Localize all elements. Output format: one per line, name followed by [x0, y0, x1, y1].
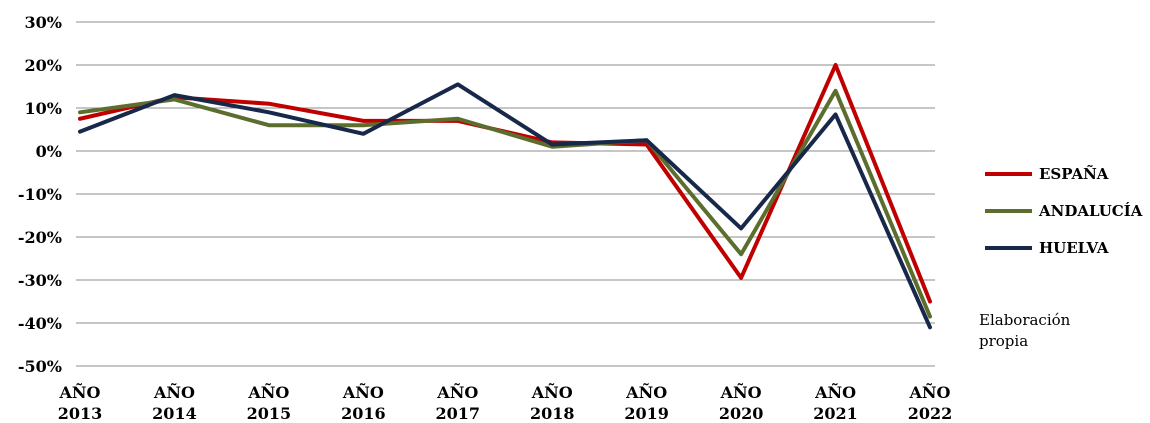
y-tick-label: -10%: [18, 185, 62, 204]
y-tick-label: -20%: [18, 228, 62, 247]
x-axis-ticks: AÑO 2013 AÑO 2014 AÑO 2015 AÑO 2016 AÑO 2017 AÑO 20…: [58, 381, 953, 423]
x-tick-label: AÑO 2019: [624, 381, 669, 423]
x-tick-label: AÑO 2021: [813, 381, 858, 423]
x-tick-label: AÑO 2022: [908, 381, 953, 423]
x-tick-label: AÑO 2017: [436, 381, 481, 423]
y-axis-ticks: 30% 20% 10% 0% -10% -20% -30% -40% -50%: [18, 13, 62, 376]
y-tick-label: -50%: [18, 357, 62, 376]
legend-label: HUELVA: [1039, 239, 1109, 257]
legend-label: ANDALUCÍA: [1038, 202, 1143, 220]
legend: ESPAÑA ANDALUCÍA HUELVA: [985, 164, 1143, 257]
x-tick-label: AÑO 2020: [719, 381, 764, 423]
grid-lines: [76, 21, 935, 367]
x-tick-label: AÑO 2014: [152, 381, 197, 423]
y-tick-label: 0%: [36, 142, 62, 161]
y-tick-label: -40%: [18, 314, 62, 333]
annotation-text: Elaboración propia: [979, 311, 1071, 350]
x-tick-label: AÑO 2016: [341, 381, 386, 423]
series-lines: [78, 63, 932, 330]
y-tick-label: 20%: [25, 56, 62, 75]
annotation-note: Elaboración propia: [979, 311, 1071, 350]
y-tick-label: -30%: [18, 271, 62, 290]
series-line-huelva: [78, 82, 932, 330]
x-tick-label: AÑO 2018: [530, 381, 575, 423]
legend-label: ESPAÑA: [1039, 164, 1109, 183]
series-line-andalucía: [78, 88, 932, 319]
y-tick-label: 30%: [25, 13, 62, 32]
x-tick-label: AÑO 2015: [247, 381, 292, 423]
x-tick-label: AÑO 2013: [58, 381, 103, 423]
y-tick-label: 10%: [25, 99, 62, 118]
